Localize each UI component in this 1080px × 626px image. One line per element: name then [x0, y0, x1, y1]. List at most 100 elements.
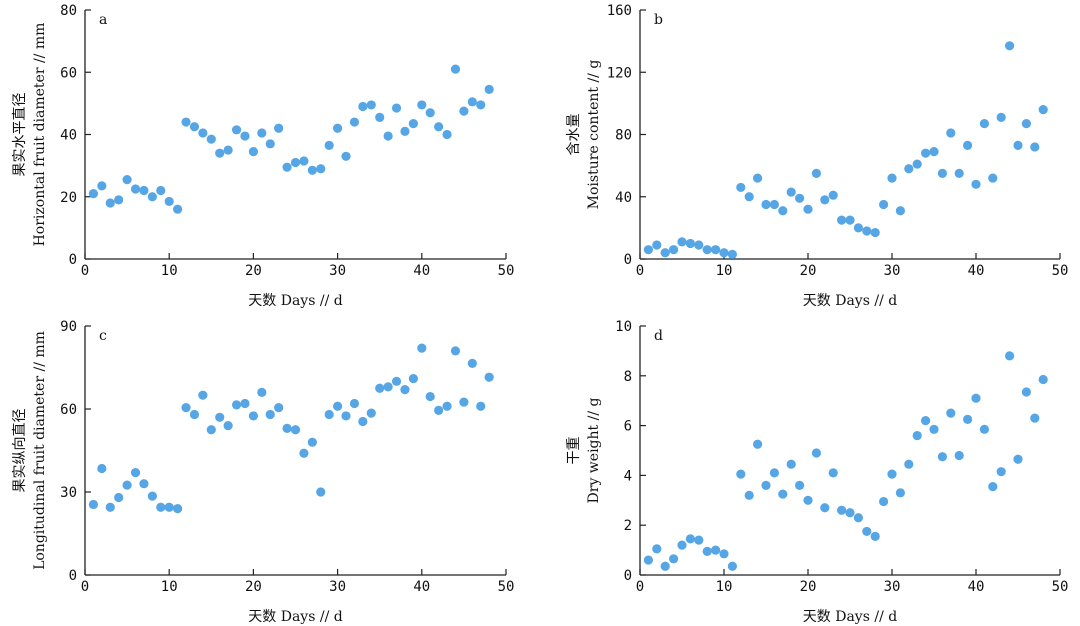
- y-tick-label: 6: [624, 419, 632, 435]
- y-tick-label: 0: [69, 568, 77, 584]
- y-tick-label: 60: [60, 402, 77, 418]
- data-point: [139, 185, 149, 196]
- data-point: [257, 128, 267, 138]
- x-tick-label: 40: [413, 263, 430, 279]
- data-point: [879, 199, 889, 210]
- data-point: [643, 555, 654, 565]
- data-point: [173, 204, 183, 214]
- data-point: [963, 140, 973, 150]
- panel-letter: a: [99, 12, 107, 28]
- data-point: [853, 223, 864, 233]
- data-point: [383, 131, 393, 141]
- data-point: [358, 101, 368, 112]
- data-point: [685, 534, 696, 544]
- data-point: [450, 64, 461, 74]
- data-point: [1021, 119, 1031, 129]
- y-axis-title-cn: 果实水平直径: [11, 93, 28, 177]
- x-axis-title: 天数 Days // d: [803, 293, 897, 309]
- x-tick-label: 30: [329, 263, 346, 279]
- data-point: [895, 488, 906, 498]
- data-point: [316, 487, 326, 497]
- data-point: [274, 403, 284, 413]
- data-point: [223, 421, 233, 431]
- data-point: [887, 469, 897, 479]
- data-point: [223, 145, 233, 155]
- data-point: [761, 480, 771, 490]
- data-point: [408, 119, 418, 129]
- y-axis-title-cn: 干重: [566, 437, 582, 465]
- data-point: [795, 480, 805, 490]
- data-point: [307, 165, 317, 175]
- x-tick-label: 20: [245, 263, 262, 279]
- x-tick-label: 50: [1052, 579, 1069, 595]
- data-point: [467, 97, 477, 107]
- x-tick-label: 20: [800, 263, 817, 279]
- data-point: [265, 409, 275, 420]
- data-point: [946, 408, 956, 418]
- data-point: [105, 198, 115, 208]
- data-point: [652, 544, 662, 554]
- data-point: [694, 535, 704, 545]
- data-point: [349, 117, 360, 127]
- y-tick-label: 40: [615, 190, 632, 206]
- data-point: [727, 561, 738, 571]
- data-point: [215, 412, 225, 422]
- data-point: [459, 397, 469, 407]
- data-point: [837, 505, 847, 515]
- data-point: [189, 409, 200, 420]
- data-point: [88, 189, 99, 199]
- data-point: [341, 411, 351, 421]
- x-tick-label: 50: [1052, 263, 1069, 279]
- data-point: [434, 122, 444, 132]
- data-point: [937, 168, 948, 179]
- data-point: [870, 531, 880, 542]
- data-point: [391, 376, 402, 386]
- data-point: [778, 206, 788, 216]
- data-point: [231, 400, 242, 410]
- y-axis-title-en: Moisture content // g: [586, 60, 602, 210]
- data-point: [988, 173, 998, 183]
- data-point: [803, 204, 813, 214]
- data-point: [114, 492, 124, 503]
- data-point: [442, 129, 452, 140]
- y-tick-label: 2: [624, 518, 632, 534]
- data-point: [375, 383, 385, 393]
- x-tick-label: 0: [636, 579, 644, 595]
- y-tick-label: 40: [60, 128, 77, 144]
- data-point: [1005, 351, 1015, 361]
- data-point: [643, 245, 654, 255]
- data-point: [761, 199, 771, 210]
- x-tick-label: 30: [884, 263, 901, 279]
- data-point: [921, 416, 931, 426]
- data-point: [282, 423, 292, 433]
- data-point: [400, 385, 410, 395]
- data-point: [375, 112, 385, 122]
- y-tick-label: 10: [615, 319, 632, 335]
- y-tick-label: 8: [624, 369, 632, 385]
- x-tick-label: 20: [800, 579, 817, 595]
- data-point: [904, 459, 914, 469]
- data-point: [324, 140, 334, 150]
- y-tick-label: 80: [60, 3, 77, 19]
- data-point: [139, 479, 149, 489]
- y-axis-title-cn: 果实纵向直径: [11, 409, 28, 493]
- data-point: [147, 192, 157, 202]
- data-point: [862, 526, 872, 537]
- data-point: [231, 125, 242, 135]
- data-point: [215, 148, 225, 158]
- x-axis-title: 天数 Days // d: [803, 609, 897, 625]
- x-tick-label: 30: [329, 579, 346, 595]
- data-point: [736, 469, 746, 479]
- data-point: [206, 134, 216, 144]
- x-tick-label: 0: [636, 263, 644, 279]
- x-tick-label: 40: [968, 263, 985, 279]
- data-point: [727, 249, 738, 259]
- data-point: [366, 100, 376, 110]
- data-point: [795, 193, 805, 203]
- y-tick-label: 20: [60, 190, 77, 206]
- data-point: [895, 206, 906, 216]
- x-tick-label: 30: [884, 579, 901, 595]
- data-point: [349, 398, 360, 409]
- y-axis-title-en: Dry weight // g: [586, 398, 602, 504]
